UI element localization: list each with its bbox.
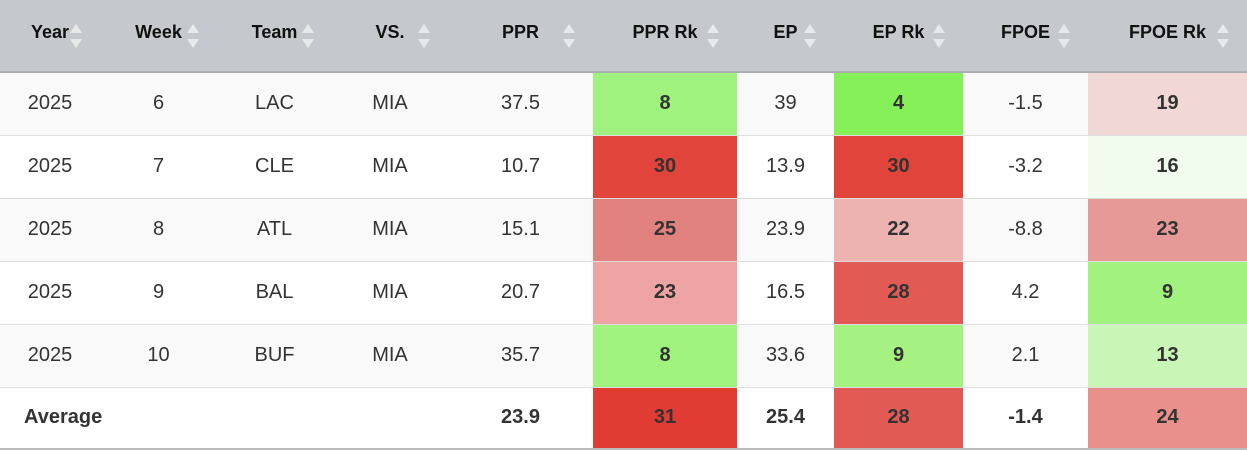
header-row: Year Week Team VS. PPR PPR Rk EP EP Rk F… (0, 0, 1247, 73)
header-label: Team (251, 22, 298, 42)
cell-week: 10 (147, 344, 170, 366)
cell-ep: 23.9 (766, 218, 805, 240)
average-ppr-rk: 31 (593, 387, 737, 449)
cell-ep-rk: 28 (834, 261, 963, 324)
cell-vs: MIA (372, 344, 408, 366)
cell-ep: 39 (774, 92, 797, 115)
cell-week: 8 (152, 218, 165, 240)
table-row: 2025 10 BUF MIA 35.7 8 33.6 9 2.1 13 (0, 324, 1247, 387)
sort-both-icon[interactable] (563, 24, 575, 50)
cell-ppr-rk: 30 (593, 135, 737, 198)
average-ep-rk: 28 (834, 387, 963, 449)
header-team[interactable]: Team (217, 0, 332, 73)
average-fpoe: -1.4 (963, 387, 1088, 449)
cell-ep: 13.9 (766, 155, 805, 177)
cell-fpoe: -8.8 (1008, 218, 1043, 240)
header-ep-rk[interactable]: EP Rk (834, 0, 963, 73)
cell-fpoe-rk: 13 (1088, 324, 1247, 387)
cell-ppr: 10.7 (501, 155, 540, 177)
cell-week: 6 (152, 92, 165, 115)
cell-ep-rk: 9 (834, 324, 963, 387)
average-row: Average 23.9 31 25.4 28 -1.4 24 (0, 387, 1247, 449)
cell-vs: MIA (372, 281, 408, 303)
average-ep: 25.4 (737, 387, 834, 449)
cell-vs: MIA (372, 92, 408, 115)
cell-empty (217, 387, 332, 449)
table-row: 2025 6 LAC MIA 37.5 8 39 4 -1.5 19 (0, 72, 1247, 135)
header-label: PPR (501, 22, 539, 42)
cell-ppr-rk: 8 (593, 72, 737, 135)
header-year[interactable]: Year (0, 0, 100, 73)
cell-ppr: 35.7 (501, 344, 540, 366)
header-vs[interactable]: VS. (332, 0, 448, 73)
header-ep[interactable]: EP (737, 0, 834, 73)
header-ppr-rk[interactable]: PPR Rk (593, 0, 737, 73)
cell-fpoe: -3.2 (1008, 155, 1043, 177)
sort-both-icon[interactable] (1217, 24, 1229, 50)
average-ppr: 23.9 (448, 387, 593, 449)
header-label: EP Rk (872, 22, 925, 42)
header-ppr[interactable]: PPR (448, 0, 593, 73)
cell-ep-rk: 4 (834, 72, 963, 135)
cell-fpoe: 2.1 (1011, 344, 1040, 366)
cell-fpoe-rk: 23 (1088, 198, 1247, 261)
sort-both-icon[interactable] (70, 24, 82, 50)
cell-team: LAC (255, 92, 294, 115)
header-label: PPR Rk (632, 22, 698, 42)
header-fpoe-rk[interactable]: FPOE Rk (1088, 0, 1247, 73)
cell-team: ATL (256, 218, 293, 240)
average-label: Average (0, 387, 217, 449)
sort-both-icon[interactable] (418, 24, 430, 50)
header-fpoe[interactable]: FPOE (963, 0, 1088, 73)
cell-ep: 16.5 (766, 281, 805, 303)
cell-fpoe-rk: 19 (1088, 72, 1247, 135)
cell-team: BUF (254, 344, 295, 366)
cell-vs: MIA (372, 218, 408, 240)
cell-fpoe: 4.2 (1011, 281, 1040, 303)
sort-both-icon[interactable] (302, 24, 314, 50)
cell-fpoe: -1.5 (1008, 92, 1043, 115)
cell-year: 2025 (27, 155, 73, 177)
cell-fpoe-rk: 9 (1088, 261, 1247, 324)
cell-empty (332, 387, 448, 449)
cell-ppr-rk: 25 (593, 198, 737, 261)
header-label: Year (30, 22, 70, 42)
cell-ep-rk: 22 (834, 198, 963, 261)
cell-ppr: 37.5 (501, 92, 540, 115)
cell-year: 2025 (27, 92, 73, 115)
header-label: FPOE Rk (1128, 22, 1207, 42)
cell-ep: 33.6 (766, 344, 805, 366)
cell-year: 2025 (27, 344, 73, 366)
cell-ppr: 15.1 (501, 218, 540, 240)
cell-week: 9 (152, 281, 165, 303)
header-label: EP (773, 22, 798, 42)
cell-year: 2025 (27, 218, 73, 240)
cell-year: 2025 (27, 281, 73, 303)
sort-both-icon[interactable] (707, 24, 719, 50)
cell-ep-rk: 30 (834, 135, 963, 198)
header-label: FPOE (1000, 22, 1050, 42)
average-fpoe-rk: 24 (1088, 387, 1247, 449)
cell-team: CLE (255, 155, 294, 177)
sort-both-icon[interactable] (933, 24, 945, 50)
cell-ppr-rk: 23 (593, 261, 737, 324)
cell-ppr: 20.7 (501, 281, 540, 303)
sort-both-icon[interactable] (187, 24, 199, 50)
header-label: Week (135, 22, 182, 42)
cell-week: 7 (152, 155, 165, 177)
table-row: 2025 9 BAL MIA 20.7 23 16.5 28 4.2 9 (0, 261, 1247, 324)
cell-fpoe-rk: 16 (1088, 135, 1247, 198)
sort-both-icon[interactable] (1058, 24, 1070, 50)
sort-both-icon[interactable] (804, 24, 816, 50)
cell-vs: MIA (372, 155, 408, 177)
header-week[interactable]: Week (100, 0, 217, 73)
cell-ppr-rk: 8 (593, 324, 737, 387)
cell-team: BAL (255, 281, 294, 303)
table-row: 2025 8 ATL MIA 15.1 25 23.9 22 -8.8 23 (0, 198, 1247, 261)
table-row: 2025 7 CLE MIA 10.7 30 13.9 30 -3.2 16 (0, 135, 1247, 198)
header-label: VS. (375, 22, 405, 42)
